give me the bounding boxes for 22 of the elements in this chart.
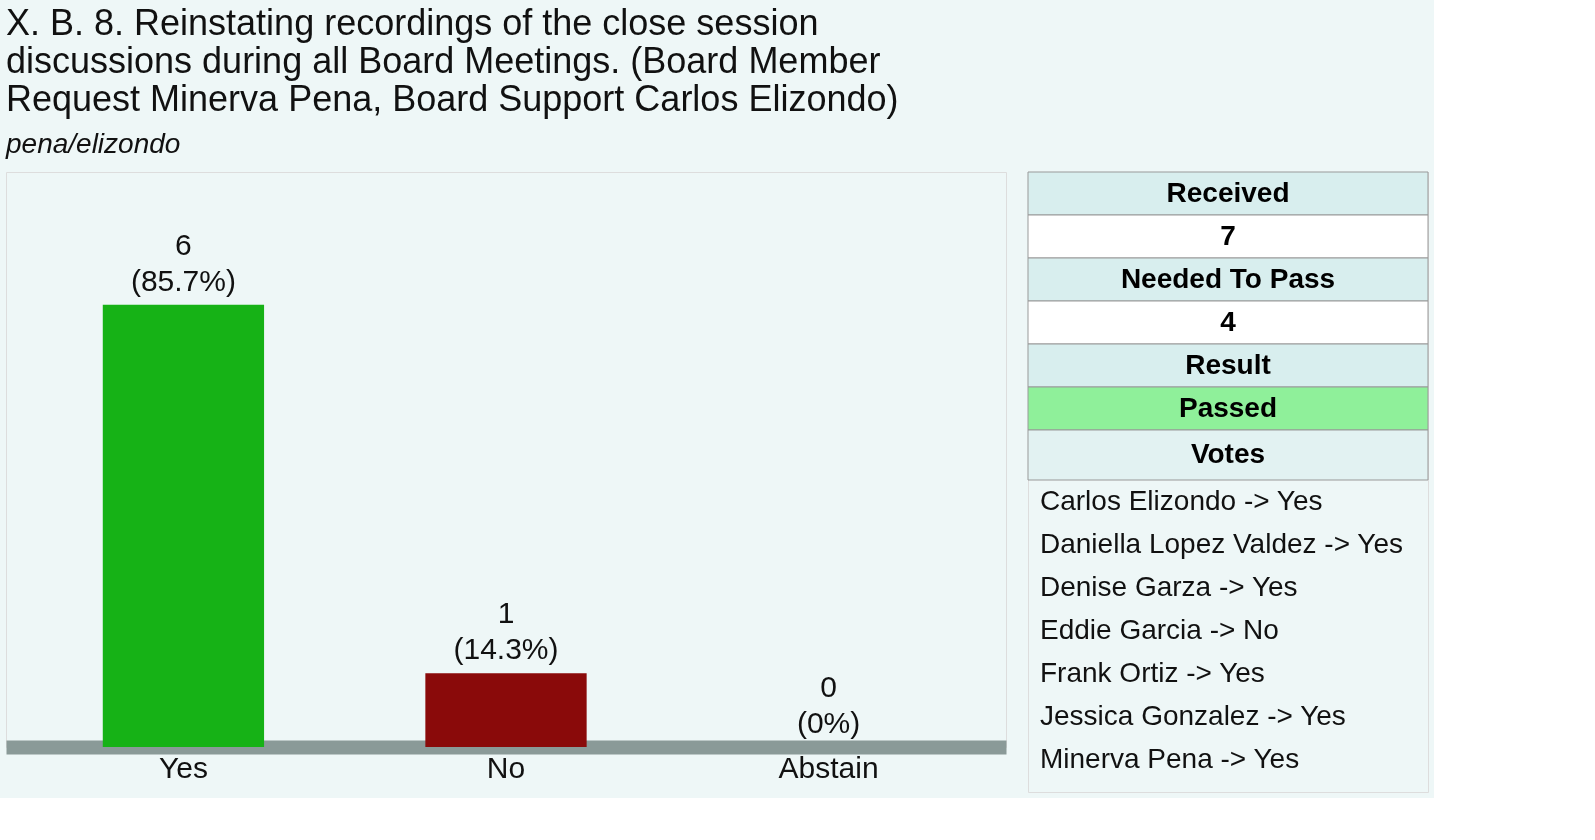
data-label: 0 (0%): [796, 670, 861, 739]
text: Jessica Gonzalez -> Yes: [1040, 699, 1346, 731]
text: 7: [1220, 219, 1236, 251]
text: Result: [1185, 348, 1271, 380]
x-tick-label: Yes: [158, 750, 208, 784]
text: Daniella Lopez Valdez -> Yes: [1040, 527, 1403, 559]
text: Votes: [1190, 438, 1266, 469]
chart-subtitle: pena/elizondo: [5, 128, 181, 159]
text: Carlos Elizondo -> Yes: [1040, 484, 1323, 516]
data-label: 1 (14.3%): [453, 596, 559, 666]
x-tick-label: No: [486, 750, 526, 784]
text: Needed To Pass: [1120, 262, 1336, 294]
chart-title: X. B. 8. Reinstating recordings of the close session discussions during all Board Meetings. (Board Member Request Minerva Pena, Board Support Carlos Elizondo): [6, 2, 899, 119]
text: Eddie Garcia -> No: [1040, 613, 1279, 645]
text: Frank Ortiz -> Yes: [1040, 656, 1265, 688]
text: Denise Garza -> Yes: [1040, 570, 1298, 602]
text: Received: [1166, 176, 1290, 208]
text: Passed: [1178, 391, 1278, 423]
text: Minerva Pena -> Yes: [1040, 742, 1300, 774]
data-label: 6 (85.7%): [130, 227, 236, 297]
x-tick-label: Abstain: [778, 750, 879, 784]
text: 4: [1220, 305, 1237, 337]
